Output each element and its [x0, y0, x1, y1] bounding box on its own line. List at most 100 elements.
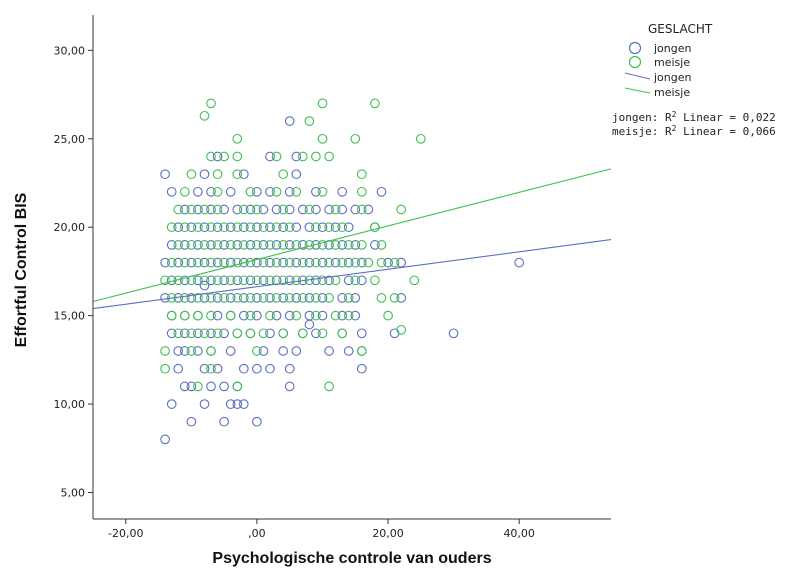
legend-line-label-meisje: meisje: [654, 86, 690, 99]
point-jongen: [173, 346, 184, 356]
point-jongen: [284, 204, 295, 215]
point-jongen: [317, 222, 328, 233]
point-jongen: [343, 346, 354, 356]
point-meisje: [376, 257, 387, 268]
point-meisje: [258, 257, 269, 268]
point-meisje: [350, 133, 361, 144]
point-jongen: [206, 186, 216, 197]
point-jongen: [199, 363, 210, 374]
point-jongen: [291, 169, 302, 180]
point-jongen: [219, 416, 229, 427]
point-meisje: [245, 222, 256, 233]
point-meisje: [311, 310, 321, 321]
point-jongen: [258, 240, 269, 250]
point-meisje: [186, 240, 197, 250]
point-meisje: [238, 240, 249, 250]
point-meisje: [179, 293, 190, 303]
point-meisje: [206, 222, 216, 233]
point-jongen: [337, 310, 348, 321]
point-jongen: [396, 293, 407, 303]
point-jongen: [278, 257, 289, 268]
point-meisje: [179, 310, 190, 321]
x-tick-label: 40,00: [503, 527, 535, 540]
point-meisje: [166, 222, 177, 233]
point-meisje: [212, 186, 223, 197]
series-jongen: [160, 116, 525, 445]
point-jongen: [212, 310, 223, 321]
point-jongen: [337, 293, 348, 303]
point-meisje: [265, 275, 275, 286]
point-meisje: [324, 222, 334, 233]
point-jongen: [186, 416, 197, 427]
point-jongen: [252, 363, 262, 374]
point-jongen: [343, 257, 354, 268]
point-meisje: [206, 293, 216, 303]
point-jongen: [212, 151, 223, 162]
point-jongen: [219, 240, 229, 250]
point-jongen: [219, 328, 229, 339]
point-meisje: [199, 275, 210, 286]
point-jongen: [232, 204, 243, 215]
point-meisje: [343, 240, 354, 250]
point-meisje: [252, 275, 262, 286]
fit-line-meisje: [92, 168, 612, 303]
point-meisje: [245, 257, 256, 268]
point-meisje: [376, 240, 387, 250]
point-jongen: [252, 257, 262, 268]
point-jongen: [271, 310, 282, 321]
legend-line-meisje: [624, 87, 651, 94]
point-jongen: [232, 399, 243, 409]
point-meisje: [383, 310, 393, 321]
point-jongen: [199, 399, 210, 409]
y-tick-label: 15,00: [54, 310, 86, 323]
point-jongen: [225, 186, 236, 197]
point-jongen: [356, 328, 367, 339]
point-meisje: [179, 257, 190, 268]
point-jongen: [179, 346, 190, 356]
point-meisje: [252, 346, 262, 356]
point-jongen: [166, 240, 177, 250]
point-jongen: [238, 257, 249, 268]
point-jongen: [199, 169, 210, 180]
point-meisje: [396, 324, 407, 335]
point-jongen: [350, 204, 361, 215]
legend-title: GESLACHT: [648, 22, 713, 36]
point-jongen: [206, 275, 216, 286]
point-meisje: [356, 186, 367, 197]
point-meisje: [245, 186, 256, 197]
point-meisje: [232, 222, 243, 233]
point-jongen: [278, 222, 289, 233]
point-jongen: [370, 240, 380, 250]
legend-line-label-jongen: jongen: [653, 71, 692, 84]
point-jongen: [232, 240, 243, 250]
point-jongen: [317, 310, 328, 321]
point-meisje: [284, 293, 295, 303]
point-meisje: [206, 363, 216, 374]
point-jongen: [238, 169, 249, 180]
point-meisje: [199, 204, 210, 215]
point-meisje: [297, 293, 308, 303]
point-jongen: [284, 186, 295, 197]
point-meisje: [186, 169, 197, 180]
point-meisje: [356, 204, 367, 215]
y-axis: 5,00 10,00 15,00 20,00 25,00 30,00: [54, 15, 94, 519]
legend: GESLACHT jongen meisje jongen meisje jon…: [612, 22, 776, 138]
point-meisje: [271, 151, 282, 162]
point-meisje: [304, 116, 315, 126]
point-meisje: [337, 222, 348, 233]
point-jongen: [343, 275, 354, 286]
point-jongen: [225, 222, 236, 233]
point-meisje: [370, 222, 380, 233]
point-jongen: [225, 293, 236, 303]
point-jongen: [258, 346, 269, 356]
point-jongen: [324, 275, 334, 286]
point-jongen: [179, 328, 190, 339]
point-meisje: [370, 275, 380, 286]
point-jongen: [206, 381, 216, 392]
legend-marker-meisje: [628, 55, 642, 69]
point-meisje: [193, 293, 203, 303]
point-jongen: [265, 222, 275, 233]
point-meisje: [291, 240, 302, 250]
point-meisje: [160, 363, 170, 374]
point-jongen: [514, 257, 525, 268]
